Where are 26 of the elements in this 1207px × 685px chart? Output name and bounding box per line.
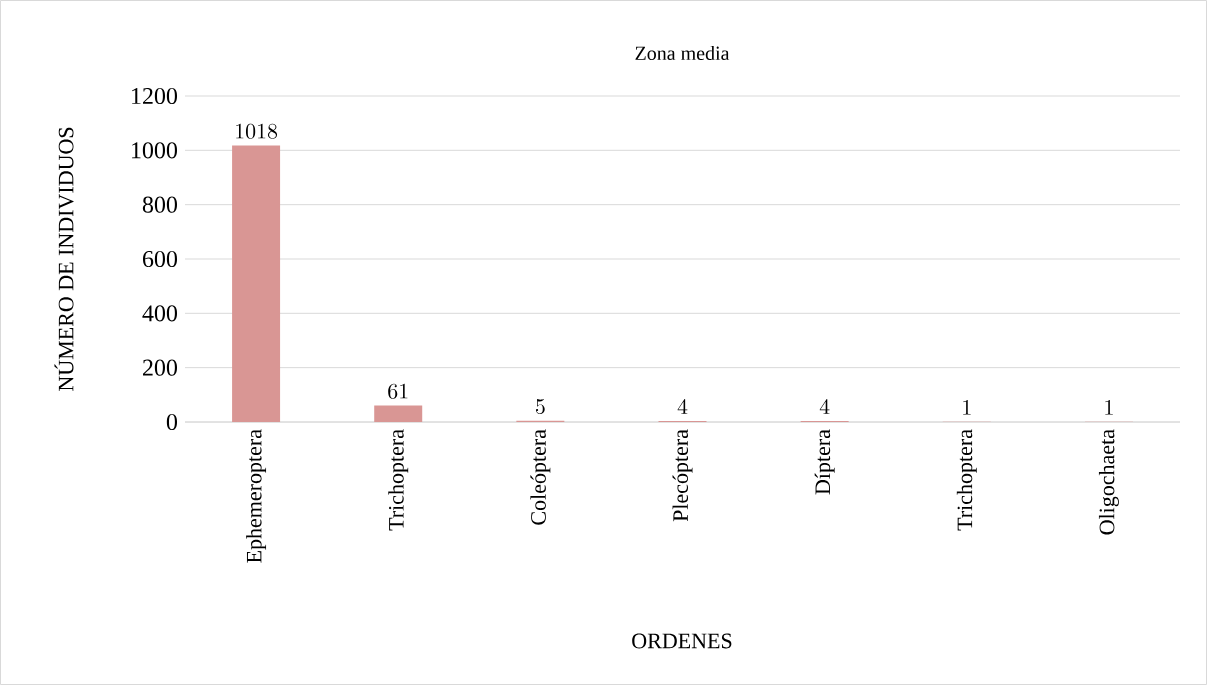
- x-tick-label: Plecóptera: [672, 429, 693, 522]
- bar: [232, 145, 281, 422]
- x-tick-label: Ephemeroptera: [246, 429, 267, 563]
- y-tick-label: 400: [142, 305, 178, 322]
- data-label: 1: [963, 400, 971, 415]
- y-tick-label: 600: [142, 250, 178, 268]
- y-tick-label: 1000: [132, 142, 178, 159]
- x-tick-label: Coleóptera: [530, 429, 551, 525]
- y-tick-label: 0: [166, 413, 178, 431]
- y-tick-label: 200: [143, 359, 178, 376]
- x-tick-label: Trichoptera: [388, 429, 409, 531]
- data-label: 1018: [236, 123, 278, 139]
- y-tick-label: 800: [142, 196, 178, 213]
- data-label: 4: [677, 399, 688, 414]
- bar: [374, 405, 423, 422]
- data-label: 4: [819, 399, 830, 414]
- y-axis-title: NÚMERO DE INDIVIDUOS: [54, 127, 74, 391]
- data-label: 1: [1105, 400, 1113, 415]
- x-tick-label: Oligochaeta: [1098, 429, 1119, 535]
- y-tick-label: 1200: [132, 87, 178, 105]
- x-tick-label: Trichoptera: [956, 429, 977, 531]
- x-tick-label: Díptera: [814, 429, 835, 495]
- chart-title: Zona media: [635, 45, 730, 61]
- x-axis-title: ORDENES: [632, 633, 732, 649]
- data-label: 61: [388, 383, 408, 399]
- data-label: 5: [535, 398, 545, 415]
